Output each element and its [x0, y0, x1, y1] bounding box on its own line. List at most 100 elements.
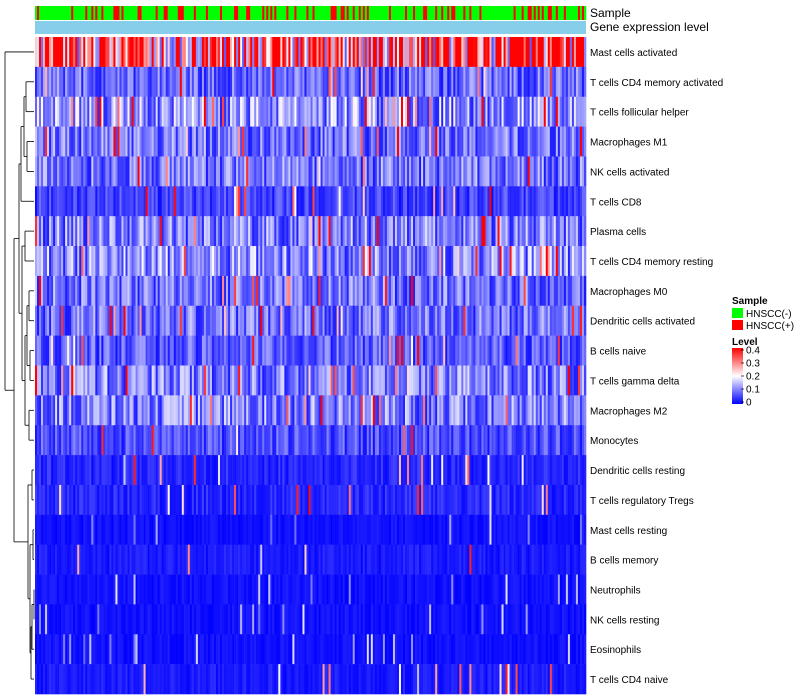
heatmap-cell	[306, 275, 309, 307]
heatmap-cell	[469, 514, 472, 545]
heatmap-cell	[177, 126, 181, 157]
heatmap-cell	[209, 126, 213, 157]
heatmap-cell	[533, 305, 537, 336]
heatmap-cell	[135, 126, 138, 157]
heatmap-cell	[179, 156, 183, 187]
heatmap-cell	[427, 275, 430, 307]
heatmap-cell	[99, 514, 102, 545]
heatmap-cell	[382, 395, 386, 426]
heatmap-cell	[169, 126, 173, 157]
sample-cell	[292, 6, 295, 20]
heatmap-cell	[316, 275, 319, 307]
heatmap-cell	[513, 96, 516, 127]
heatmap-cell	[125, 186, 128, 217]
heatmap-cell	[230, 37, 233, 68]
heatmap-cell	[509, 365, 512, 396]
heatmap-cell	[242, 305, 245, 336]
heatmap-cell	[284, 395, 287, 426]
sample-cell	[209, 6, 213, 20]
heatmap-cell	[215, 425, 219, 456]
heatmap-cell	[394, 395, 398, 426]
heatmap-cell	[581, 186, 585, 217]
heatmap-cell	[47, 216, 50, 247]
heatmap-cell	[296, 484, 299, 516]
heatmap-cell	[238, 186, 241, 217]
heatmap-cell	[248, 305, 251, 336]
heatmap-cell	[356, 156, 360, 187]
heatmap-cell	[55, 365, 58, 396]
heatmap-cell	[493, 246, 496, 277]
heatmap-cell	[581, 305, 585, 336]
heatmap-cell	[457, 305, 460, 336]
heatmap-cell	[368, 126, 372, 157]
heatmap-row	[35, 395, 587, 426]
heatmap-cell	[535, 335, 539, 366]
heatmap-cell	[316, 395, 319, 426]
heatmap-cell	[230, 395, 233, 426]
heatmap-cell	[252, 335, 255, 366]
heatmap-cell	[340, 395, 343, 426]
heatmap-cell	[368, 425, 372, 456]
heatmap-cell	[218, 514, 221, 545]
heatmap-cell	[254, 37, 257, 68]
heatmap-cell	[238, 484, 241, 516]
heatmap-cell	[73, 335, 76, 366]
heatmap-cell	[431, 425, 434, 456]
heatmap-cell	[157, 365, 160, 396]
heatmap-cell	[139, 514, 142, 545]
heatmap-cell	[419, 96, 422, 127]
heatmap-cell	[99, 66, 102, 98]
heatmap-cell	[409, 484, 412, 516]
heatmap-cell	[41, 66, 44, 98]
heatmap-cell	[557, 365, 561, 396]
heatmap-cell	[276, 335, 279, 366]
heatmap-cell	[103, 305, 106, 336]
heatmap-cell	[115, 37, 118, 68]
heatmap-cell	[461, 395, 464, 426]
heatmap-cell	[467, 156, 470, 187]
heatmap-cell	[519, 365, 522, 396]
heatmap-cell	[175, 96, 179, 127]
heatmap-cell	[537, 96, 541, 127]
heatmap-cell	[388, 305, 392, 336]
heatmap-cell	[503, 66, 506, 98]
heatmap-cell	[85, 66, 88, 98]
heatmap-cell	[318, 425, 321, 456]
heatmap-cell	[366, 186, 370, 217]
heatmap-cell	[95, 455, 98, 486]
heatmap-cell	[121, 455, 124, 486]
heatmap-cell	[505, 484, 508, 516]
heatmap-cell	[211, 514, 215, 545]
heatmap-cell	[87, 514, 90, 545]
sample-cell	[483, 6, 486, 20]
heatmap-cell	[565, 305, 569, 336]
heatmap-cell	[300, 246, 303, 277]
sample-cell	[390, 6, 394, 20]
heatmap-cell	[577, 96, 581, 127]
heatmap-cell	[268, 425, 271, 456]
heatmap-cell	[183, 365, 187, 396]
heatmap-cell	[336, 66, 339, 98]
heatmap-cell	[107, 246, 110, 277]
heatmap-cell	[123, 455, 126, 486]
heatmap-cell	[292, 246, 295, 277]
heatmap-cell	[89, 395, 92, 426]
sample-cell	[545, 6, 549, 20]
sample-cell	[493, 6, 496, 20]
heatmap-cell	[93, 365, 96, 396]
heatmap-cell	[306, 186, 309, 217]
heatmap-cell	[133, 275, 136, 307]
heatmap-cell	[481, 216, 484, 247]
heatmap-cell	[461, 305, 464, 336]
heatmap-cell	[137, 425, 140, 456]
heatmap-cell	[465, 186, 468, 217]
heatmap-cell	[270, 365, 273, 396]
heatmap-cell	[318, 246, 321, 277]
heatmap-cell	[65, 395, 68, 426]
heatmap-cell	[187, 96, 191, 127]
heatmap-cell	[127, 37, 130, 68]
heatmap-cell	[151, 305, 154, 336]
heatmap-cell	[384, 156, 388, 187]
heatmap-cell	[342, 156, 345, 187]
heatmap-cell	[79, 186, 82, 217]
